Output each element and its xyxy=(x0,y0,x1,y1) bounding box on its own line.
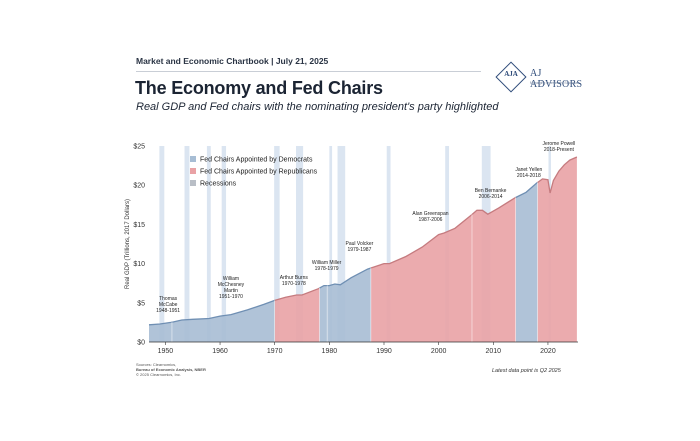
copyright-note: © 2025 Clearnomics, Inc. xyxy=(136,372,181,377)
chair-label-line: Paul Volcker xyxy=(346,241,374,247)
chair-label-1: William McChesney Martin 1951-1970 xyxy=(218,276,245,300)
chair-label-7: Janet Yellen 2014-2018 xyxy=(515,167,542,179)
recession-bar-4 xyxy=(274,146,280,342)
chair-label-line: Jerome Powell xyxy=(542,141,575,147)
chair-label-line: 2018-Present xyxy=(544,147,575,153)
chair-label-line: Arthur Burns xyxy=(280,275,309,281)
sources-line-1: Sources: Clearnomics, xyxy=(136,362,177,367)
x-tick-label-4: 1990 xyxy=(376,348,392,355)
chair-label-line: 1970-1978 xyxy=(282,281,306,287)
chair-gdp-line-8 xyxy=(537,156,578,194)
recession-bar-2 xyxy=(206,146,211,342)
chair-label-line: 1948-1951 xyxy=(156,308,180,314)
chair-area-0 xyxy=(149,322,172,342)
chair-label-line: McCabe xyxy=(159,302,178,308)
y-tick-label-5: $25 xyxy=(133,144,145,151)
x-tick-label-7: 2020 xyxy=(540,348,556,355)
recession-bar-3 xyxy=(221,146,227,342)
chair-area-2 xyxy=(274,288,320,342)
chair-area-6 xyxy=(471,197,516,342)
x-tick-label-6: 2010 xyxy=(486,348,502,355)
sources-line-2: Bureau of Economic Analysis, NBER xyxy=(136,367,206,372)
chair-area-8 xyxy=(537,157,577,342)
chair-label-line: Alan Greenspan xyxy=(412,211,448,217)
x-tick-label-5: 2000 xyxy=(431,348,447,355)
chair-gdp-line-3 xyxy=(319,284,328,289)
legend-label-0: Fed Chairs Appointed by Democrats xyxy=(200,157,313,164)
recession-bar-6 xyxy=(329,146,333,342)
chair-label-line: 2014-2018 xyxy=(517,173,541,179)
chair-label-3: William Miller 1978-1979 xyxy=(312,260,342,272)
chair-area-1 xyxy=(171,300,275,342)
chartbook-header: Market and Economic Chartbook | July 21,… xyxy=(136,56,329,66)
chair-label-line: McChesney xyxy=(218,282,245,288)
recession-bar-5 xyxy=(296,146,304,342)
chair-area-5 xyxy=(370,214,472,342)
chair-gdp-line-5 xyxy=(370,214,473,269)
chair-label-line: Ben Bernanke xyxy=(475,188,507,194)
chair-label-line: William Miller xyxy=(312,260,342,266)
y-tick-label-0: $0 xyxy=(137,340,145,347)
y-tick-label-4: $20 xyxy=(133,183,145,190)
x-tick-label-2: 1970 xyxy=(267,348,283,355)
header-divider xyxy=(136,71,481,72)
recession-bar-8 xyxy=(386,146,391,342)
chair-label-6: Ben Bernanke 2006-2014 xyxy=(475,188,507,200)
chair-area-3 xyxy=(319,285,328,342)
legend-swatch-1 xyxy=(190,168,196,174)
chair-area-4 xyxy=(327,268,371,342)
chair-label-0: Thomas McCabe 1948-1951 xyxy=(156,296,180,314)
legend-label-2: Recessions xyxy=(200,181,237,188)
chair-label-line: 2006-2014 xyxy=(479,194,503,200)
chair-gdp-line-1 xyxy=(171,299,275,323)
chair-label-line: 1979-1987 xyxy=(347,247,371,253)
latest-data-note: Latest data point is Q2 2025 xyxy=(492,368,561,374)
chair-gdp-line-0 xyxy=(148,321,173,326)
x-tick-label-1: 1960 xyxy=(212,348,228,355)
chair-label-line: 1987-2006 xyxy=(418,217,442,223)
chair-gdp-line-6 xyxy=(471,196,516,215)
logo-tagline: Managing Investment Success xyxy=(530,81,578,85)
recession-bar-7 xyxy=(337,146,346,342)
sources-note: Sources: Clearnomics, Bureau of Economic… xyxy=(136,362,206,377)
chair-label-line: Thomas xyxy=(159,296,178,302)
y-tick-label-1: $5 xyxy=(137,300,145,307)
chair-label-5: Alan Greenspan 1987-2006 xyxy=(412,211,448,223)
chair-label-line: 1978-1979 xyxy=(315,266,339,272)
chair-label-line: 1951-1970 xyxy=(219,294,243,300)
logo-mark-text: AJA xyxy=(504,70,518,78)
chair-label-2: Arthur Burns 1970-1978 xyxy=(280,275,309,287)
page-title: The Economy and Fed Chairs xyxy=(135,78,383,98)
y-tick-label-2: $10 xyxy=(133,261,145,268)
chair-area-7 xyxy=(515,182,538,342)
x-tick-label-0: 1950 xyxy=(158,348,174,355)
aj-advisors-logo: AJA AJ ADVISORS Managing Investment Succ… xyxy=(495,61,588,93)
chair-label-8: Jerome Powell 2018-Present xyxy=(542,141,575,153)
chair-label-line: Martin xyxy=(224,288,238,294)
chair-gdp-line-4 xyxy=(327,267,372,287)
recession-bar-0 xyxy=(159,146,165,342)
legend-swatch-0 xyxy=(190,156,196,162)
y-tick-label-3: $15 xyxy=(133,222,145,229)
recession-bar-1 xyxy=(184,146,190,342)
legend-label-1: Fed Chairs Appointed by Republicans xyxy=(200,169,318,176)
chair-label-line: Janet Yellen xyxy=(515,167,542,173)
chair-label-4: Paul Volcker 1979-1987 xyxy=(346,241,374,253)
y-axis-label: Real GDP (Trillions, 2017 Dollars) xyxy=(125,199,131,289)
chair-gdp-line-2 xyxy=(274,287,320,302)
x-tick-label-3: 1980 xyxy=(322,348,338,355)
page-subtitle: Real GDP and Fed chairs with the nominat… xyxy=(136,101,499,113)
legend-swatch-2 xyxy=(190,180,196,186)
logo-name: AJ ADVISORS xyxy=(530,68,583,90)
chair-label-line: William xyxy=(223,276,239,282)
